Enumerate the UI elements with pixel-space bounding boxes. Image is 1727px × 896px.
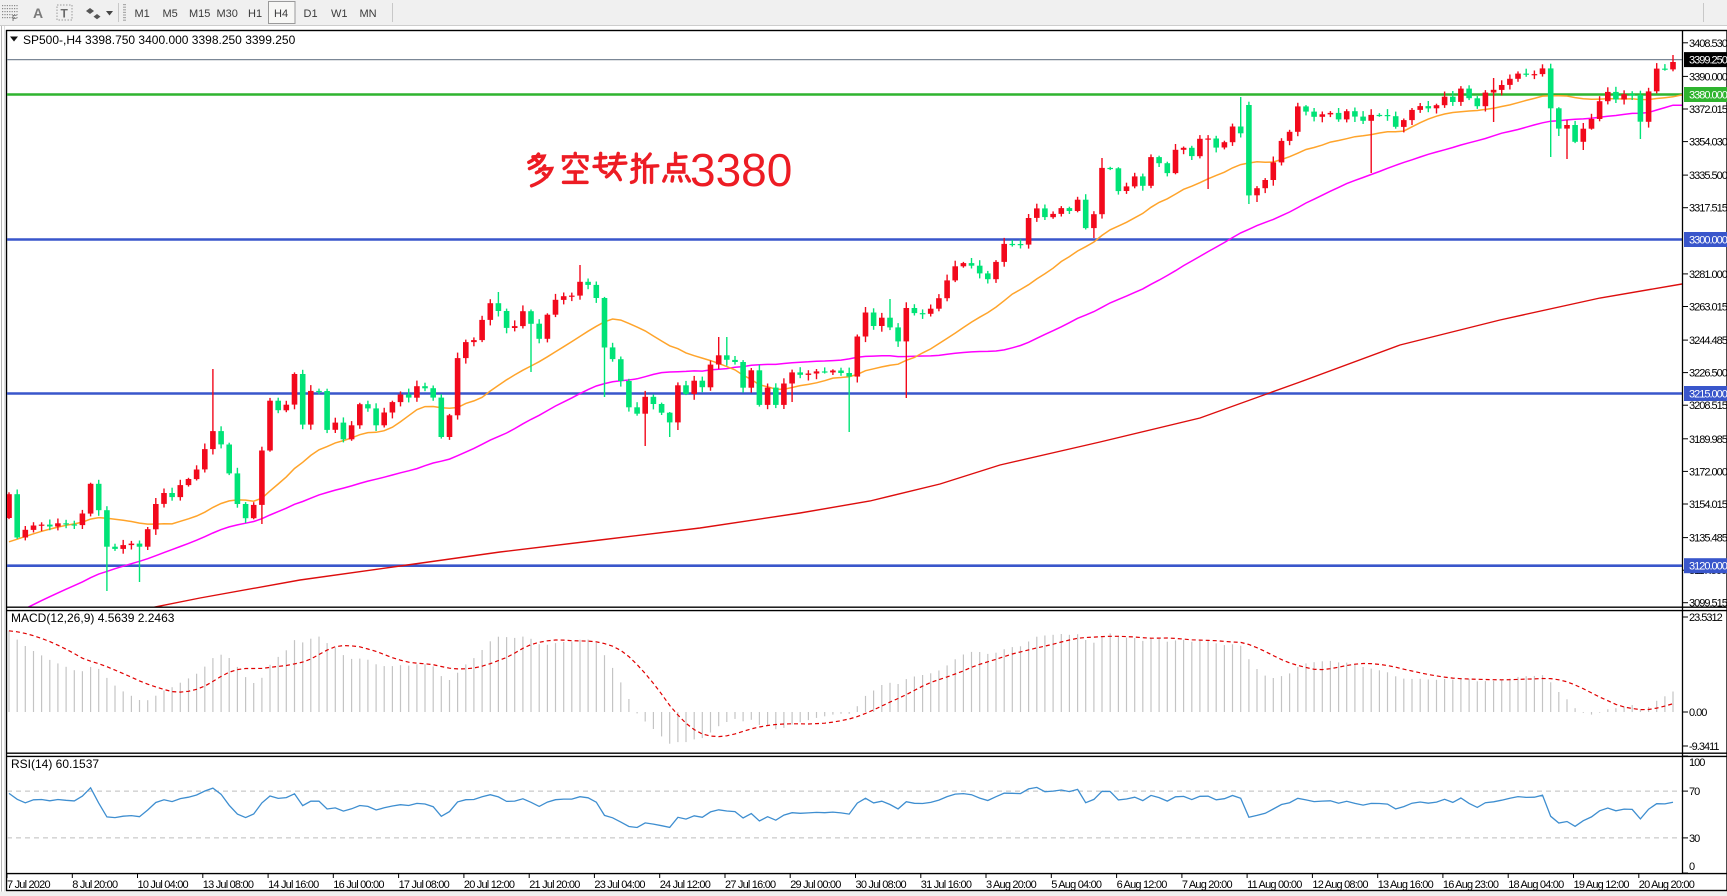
svg-text:M15: M15 (189, 8, 210, 20)
svg-text:12 Aug 08:00: 12 Aug 08:00 (1312, 879, 1368, 891)
svg-text:19 Aug 12:00: 19 Aug 12:00 (1574, 879, 1630, 891)
svg-text:7 Jul 2020: 7 Jul 2020 (7, 879, 50, 891)
svg-text:3120.000: 3120.000 (1689, 561, 1727, 573)
svg-text:16 Jul 00:00: 16 Jul 00:00 (333, 879, 384, 891)
svg-text:3263.015: 3263.015 (1689, 302, 1727, 314)
svg-text:3390.000: 3390.000 (1689, 71, 1727, 83)
svg-text:W1: W1 (331, 8, 348, 20)
svg-text:3380.000: 3380.000 (1689, 90, 1727, 102)
svg-text:29 Jul 00:00: 29 Jul 00:00 (790, 879, 841, 891)
svg-text:7 Aug 20:00: 7 Aug 20:00 (1182, 879, 1233, 891)
svg-text:31 Jul 16:00: 31 Jul 16:00 (921, 879, 972, 891)
svg-text:100: 100 (1689, 757, 1705, 769)
svg-text:8 Jul 20:00: 8 Jul 20:00 (72, 879, 118, 891)
svg-text:18 Aug 04:00: 18 Aug 04:00 (1508, 879, 1564, 891)
svg-text:H1: H1 (248, 8, 262, 20)
svg-text:T: T (61, 7, 69, 21)
svg-text:10 Jul 04:00: 10 Jul 04:00 (138, 879, 189, 891)
svg-text:M30: M30 (217, 8, 238, 20)
svg-text:16 Aug 23:00: 16 Aug 23:00 (1443, 879, 1499, 891)
svg-text:SP500-,H4 3398.750 3400.000 3: SP500-,H4 3398.750 3400.000 3398.250 339… (23, 33, 296, 47)
svg-text:-9.3411: -9.3411 (1689, 741, 1719, 753)
svg-text:D1: D1 (304, 8, 318, 20)
svg-text:20 Jul 12:00: 20 Jul 12:00 (464, 879, 515, 891)
svg-text:3372.015: 3372.015 (1689, 104, 1727, 116)
svg-text:6 Aug 12:00: 6 Aug 12:00 (1117, 879, 1168, 891)
svg-text:20 Aug 20:00: 20 Aug 20:00 (1639, 879, 1695, 891)
svg-text:3215.000: 3215.000 (1689, 389, 1727, 401)
svg-text:MACD(12,26,9) 4.5639 2.2463: MACD(12,26,9) 4.5639 2.2463 (11, 611, 175, 625)
svg-text:13 Aug 16:00: 13 Aug 16:00 (1378, 879, 1434, 891)
svg-text:3335.500: 3335.500 (1689, 170, 1727, 182)
svg-text:3208.515: 3208.515 (1689, 400, 1727, 412)
svg-text:3189.985: 3189.985 (1689, 434, 1727, 446)
svg-text:30: 30 (1689, 833, 1700, 845)
svg-text:5 Aug 04:00: 5 Aug 04:00 (1051, 879, 1102, 891)
svg-text:RSI(14) 60.1537: RSI(14) 60.1537 (11, 757, 99, 771)
svg-text:A: A (33, 5, 43, 21)
svg-text:17 Jul 08:00: 17 Jul 08:00 (399, 879, 450, 891)
svg-text:3244.485: 3244.485 (1689, 335, 1727, 347)
svg-text:F: F (12, 14, 17, 23)
svg-text:3226.500: 3226.500 (1689, 368, 1727, 380)
svg-text:M5: M5 (163, 8, 178, 20)
svg-text:30 Jul 08:00: 30 Jul 08:00 (856, 879, 907, 891)
svg-text:3380: 3380 (690, 144, 792, 196)
svg-text:70: 70 (1689, 786, 1700, 798)
svg-text:21 Jul 20:00: 21 Jul 20:00 (529, 879, 580, 891)
svg-text:3300.000: 3300.000 (1689, 235, 1727, 247)
svg-text:3354.030: 3354.030 (1689, 137, 1727, 149)
svg-text:H4: H4 (274, 8, 288, 20)
svg-text:23 Jul 04:00: 23 Jul 04:00 (594, 879, 645, 891)
svg-text:3408.530: 3408.530 (1689, 38, 1727, 50)
svg-text:3 Aug 20:00: 3 Aug 20:00 (986, 879, 1037, 891)
svg-text:13 Jul 08:00: 13 Jul 08:00 (203, 879, 254, 891)
svg-text:0.00: 0.00 (1689, 707, 1707, 719)
svg-text:3399.250: 3399.250 (1689, 55, 1727, 67)
svg-text:3154.015: 3154.015 (1689, 499, 1727, 511)
svg-text:3135.485: 3135.485 (1689, 533, 1727, 545)
svg-text:27 Jul 16:00: 27 Jul 16:00 (725, 879, 776, 891)
svg-text:M1: M1 (135, 8, 150, 20)
svg-text:3172.000: 3172.000 (1689, 466, 1727, 478)
svg-text:MN: MN (360, 8, 377, 20)
svg-text:0: 0 (1689, 861, 1695, 873)
svg-text:3281.000: 3281.000 (1689, 269, 1727, 281)
svg-text:24 Jul 12:00: 24 Jul 12:00 (660, 879, 711, 891)
svg-text:3317.515: 3317.515 (1689, 203, 1727, 215)
svg-text:23.5312: 23.5312 (1689, 612, 1723, 624)
svg-text:11 Aug 00:00: 11 Aug 00:00 (1247, 879, 1302, 891)
svg-text:14 Jul 16:00: 14 Jul 16:00 (268, 879, 319, 891)
